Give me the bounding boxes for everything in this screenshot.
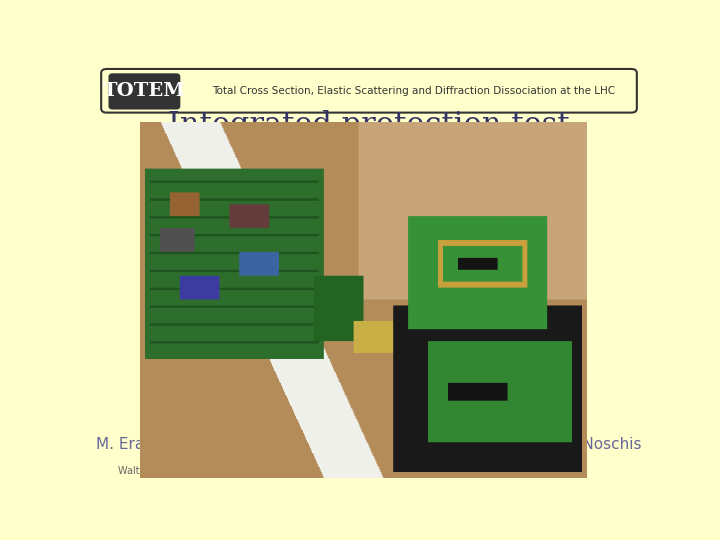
Text: Walter Snoeys – CERN – PH – MIC group – TOTEM electronics: Walter Snoeys – CERN – PH – MIC group – …: [118, 467, 413, 476]
FancyBboxPatch shape: [101, 69, 637, 113]
Text: Total Cross Section, Elastic Scattering and Diffraction Dissociation at the LHC: Total Cross Section, Elastic Scattering …: [212, 86, 615, 97]
Text: TOTEM: TOTEM: [103, 83, 186, 100]
FancyBboxPatch shape: [109, 75, 179, 109]
Text: Integrated protection test: Integrated protection test: [168, 110, 570, 140]
Text: M. Eraluoto, K. Kurvinen, R. Lauhakangas, L. Ropelewski and E. Noschis: M. Eraluoto, K. Kurvinen, R. Lauhakangas…: [96, 436, 642, 451]
